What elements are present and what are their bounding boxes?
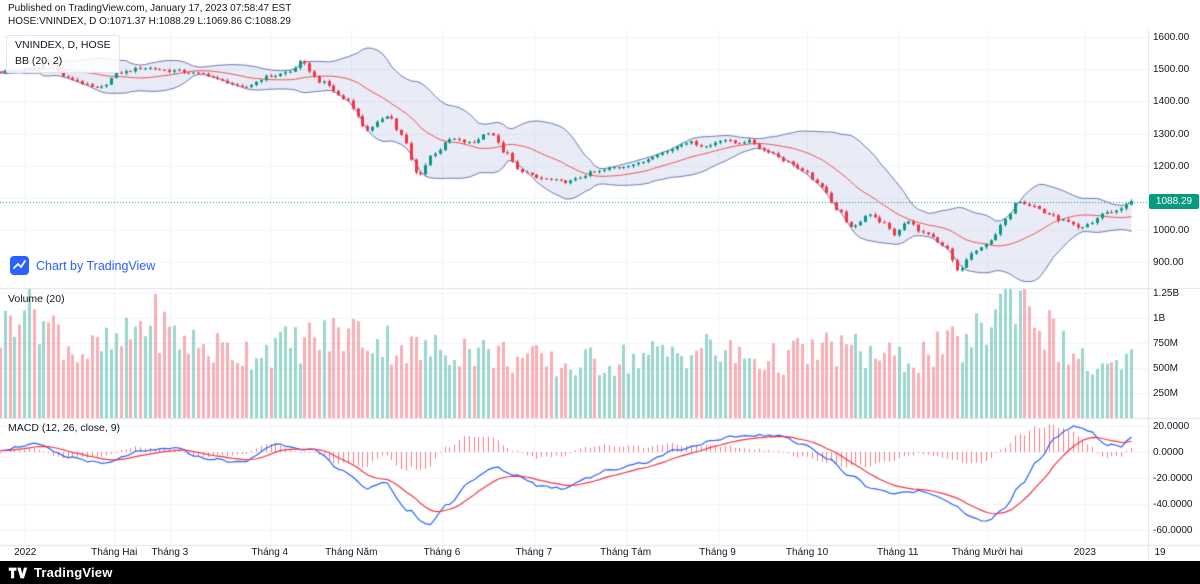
time-label: 2022 — [14, 547, 37, 558]
scale-tick-label: 250M — [1153, 388, 1179, 399]
time-label: Tháng 4 — [251, 547, 289, 558]
scale-tick-label: 1000.00 — [1153, 225, 1190, 237]
time-next-label: 19 — [1154, 547, 1166, 558]
price-scale[interactable]: 1088.29 1600.00 1500.00 1400.00 1300.00 1200… — [1148, 0, 1200, 561]
time-label: Tháng Hai — [91, 547, 138, 558]
time-label: Tháng Năm — [325, 547, 378, 558]
tradingview-logo-icon — [10, 256, 29, 275]
time-label: Tháng 7 — [515, 547, 553, 558]
footer-bar: TradingView — [0, 561, 1200, 584]
volume-indicator-label: Volume (20) — [8, 293, 65, 305]
scale-tick-label: -40.0000 — [1153, 499, 1193, 511]
time-scale[interactable]: 2022 Tháng Hai Tháng 3 Tháng 4 Tháng Năm Thán… — [0, 545, 1200, 561]
symbol-title: VNINDEX, D, HOSE — [15, 39, 111, 51]
time-label: Tháng 3 — [151, 547, 189, 558]
volume-pane-legend[interactable]: Volume (20) — [8, 292, 65, 308]
tradingview-footer-logo-icon[interactable] — [8, 566, 28, 580]
publish-header-line: Published on TradingView.com, January 17… — [8, 3, 292, 14]
time-label: 2023 — [1073, 547, 1096, 558]
time-label: Tháng 9 — [699, 547, 736, 558]
scale-tick-label: 750M — [1153, 338, 1179, 349]
scale-tick-label: 900.00 — [1153, 257, 1184, 269]
scale-tick-label: 1300.00 — [1153, 128, 1190, 140]
time-label: Tháng Tám — [600, 547, 652, 558]
bb-indicator-label: BB (20, 2) — [15, 54, 63, 67]
footer-brand-label[interactable]: TradingView — [34, 565, 113, 580]
tradingview-watermark-link[interactable]: Chart by TradingView — [10, 256, 155, 275]
scale-tick-label: 500M — [1153, 363, 1179, 374]
time-label: Tháng 6 — [423, 547, 461, 558]
macd-indicator-label: MACD (12, 26, close, 9) — [8, 422, 121, 434]
price-pane-legend[interactable]: VNINDEX, D, HOSE BB (20, 2) — [6, 35, 120, 73]
time-label: Tháng 11 — [876, 547, 919, 558]
time-label: Tháng 10 — [785, 547, 829, 558]
scale-tick-label: 1B — [1153, 313, 1166, 324]
symbol-ohlc-line: HOSE:VNINDEX, D O:1071.37 H:1088.29 L:10… — [8, 16, 291, 27]
scale-tick-label: -60.0000 — [1153, 525, 1193, 537]
scale-tick-label: 0.0000 — [1153, 447, 1184, 459]
scale-tick-label: 1200.00 — [1153, 160, 1190, 172]
scale-tick-label: 1600.00 — [1153, 32, 1190, 44]
scale-tick-label: -20.0000 — [1153, 473, 1193, 485]
scale-tick-label: 1400.00 — [1153, 96, 1190, 108]
watermark-label: Chart by TradingView — [36, 258, 156, 273]
scale-tick-label: 1.25B — [1153, 288, 1180, 299]
macd-pane-legend[interactable]: MACD (12, 26, close, 9) — [8, 421, 120, 437]
scale-tick-label: 20.0000 — [1153, 421, 1190, 433]
last-price-badge: 1088.29 — [1149, 193, 1199, 209]
time-label: Tháng Mười hai — [951, 547, 1023, 558]
scale-tick-label: 1500.00 — [1153, 64, 1190, 76]
